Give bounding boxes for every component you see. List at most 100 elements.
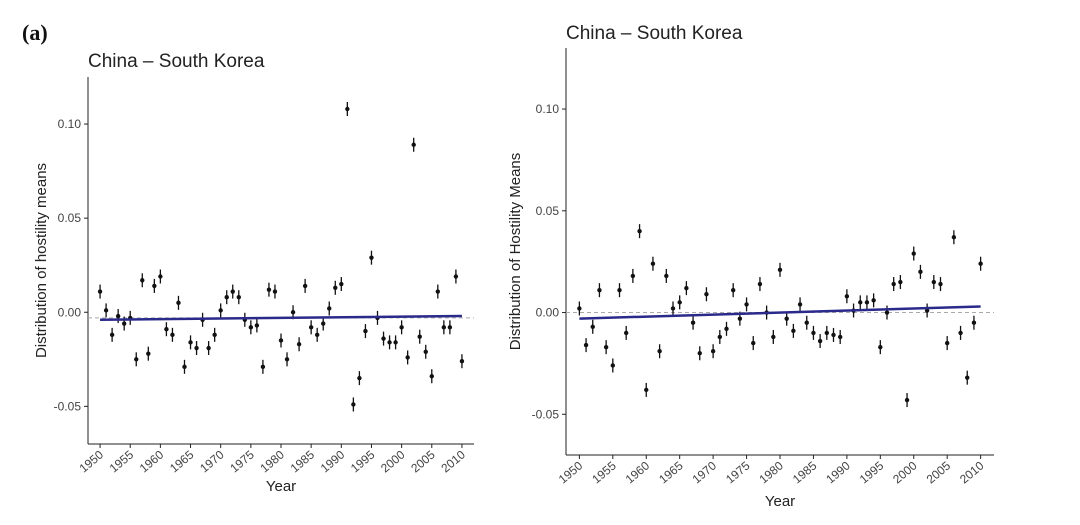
data-point [771, 334, 776, 340]
y-axis-title: Distribution of hostility means [33, 163, 50, 358]
data-point [224, 295, 229, 300]
data-point [751, 340, 756, 346]
data-point [891, 281, 896, 287]
data-point [158, 274, 163, 279]
data-point [459, 358, 465, 364]
x-tick-label: 1990 [823, 458, 853, 486]
data-point [737, 316, 743, 321]
data-point [146, 351, 151, 356]
data-point [777, 267, 783, 273]
data-point [704, 292, 709, 297]
data-point [435, 289, 441, 294]
data-point [351, 402, 356, 407]
y-tick-label: 0.10 [58, 117, 82, 131]
x-tick-label: 1955 [589, 458, 619, 486]
data-point [134, 357, 139, 362]
data-point [357, 375, 362, 381]
data-point [583, 342, 589, 348]
data-point [290, 310, 296, 315]
trend-line [100, 314, 462, 322]
data-point [677, 300, 682, 305]
data-point [697, 351, 702, 356]
data-point [931, 279, 937, 285]
data-point [951, 235, 957, 240]
data-point [670, 306, 676, 311]
data-point [590, 324, 595, 329]
trend-line [579, 305, 981, 320]
data-point [971, 320, 977, 325]
data-point [797, 302, 803, 307]
data-point [938, 281, 943, 287]
data-point [230, 289, 235, 294]
y-tick-label: 0.05 [536, 204, 560, 218]
y-tick-label: -0.05 [532, 407, 560, 421]
data-point [864, 300, 870, 305]
x-tick-label: 1950 [556, 458, 586, 486]
data-point [363, 328, 368, 334]
data-point [278, 338, 284, 343]
data-point [266, 287, 272, 292]
data-point [152, 283, 157, 289]
data-point [140, 278, 145, 283]
x-tick-label: 2010 [957, 458, 987, 486]
data-point [393, 340, 398, 345]
x-tick-label: 1985 [790, 458, 820, 486]
data-point [327, 306, 332, 311]
data-point [804, 320, 809, 325]
chart-title: China – South Korea [566, 23, 743, 44]
data-point [121, 321, 127, 326]
data-point [871, 298, 876, 303]
data-point [417, 334, 422, 339]
data-point [97, 289, 103, 294]
data-point [858, 300, 863, 305]
data-point [831, 332, 836, 338]
data-point [272, 289, 278, 294]
data-point [333, 285, 338, 290]
data-point [837, 334, 843, 340]
data-point [381, 336, 386, 341]
data-point [206, 345, 211, 351]
data-point [339, 281, 344, 287]
data-point [284, 357, 290, 362]
data-point [918, 269, 923, 275]
data-point [744, 302, 749, 307]
data-point [447, 325, 453, 330]
data-point [429, 374, 434, 379]
y-tick-label: 0.10 [536, 102, 560, 116]
data-point [924, 308, 930, 313]
data-point [170, 332, 175, 338]
data-point [115, 313, 121, 319]
data-point [308, 325, 314, 330]
data-point [811, 330, 816, 336]
data-point [603, 344, 609, 350]
x-axis-title: Year [266, 478, 296, 495]
data-point [898, 279, 903, 285]
data-point [623, 330, 629, 336]
data-point [188, 340, 193, 345]
data-point [236, 295, 241, 300]
data-point [212, 332, 217, 338]
data-point [958, 330, 963, 336]
data-point [791, 328, 796, 334]
x-tick-label: 1960 [623, 458, 653, 486]
data-point [103, 308, 109, 313]
data-point [248, 325, 254, 330]
data-point [302, 283, 308, 289]
data-point [657, 349, 662, 354]
y-tick-label: 0.05 [58, 211, 82, 225]
data-point [644, 387, 649, 393]
data-point [411, 142, 416, 147]
data-point [399, 325, 404, 330]
data-point [109, 332, 115, 338]
y-tick-label: 0.00 [536, 306, 560, 320]
data-point [369, 255, 374, 260]
x-tick-label: 2000 [890, 458, 920, 486]
x-tick-label: 1980 [756, 458, 786, 486]
data-point [878, 344, 883, 350]
data-point [345, 106, 350, 112]
data-point [597, 287, 602, 293]
data-point [817, 338, 823, 344]
data-point [784, 316, 789, 321]
